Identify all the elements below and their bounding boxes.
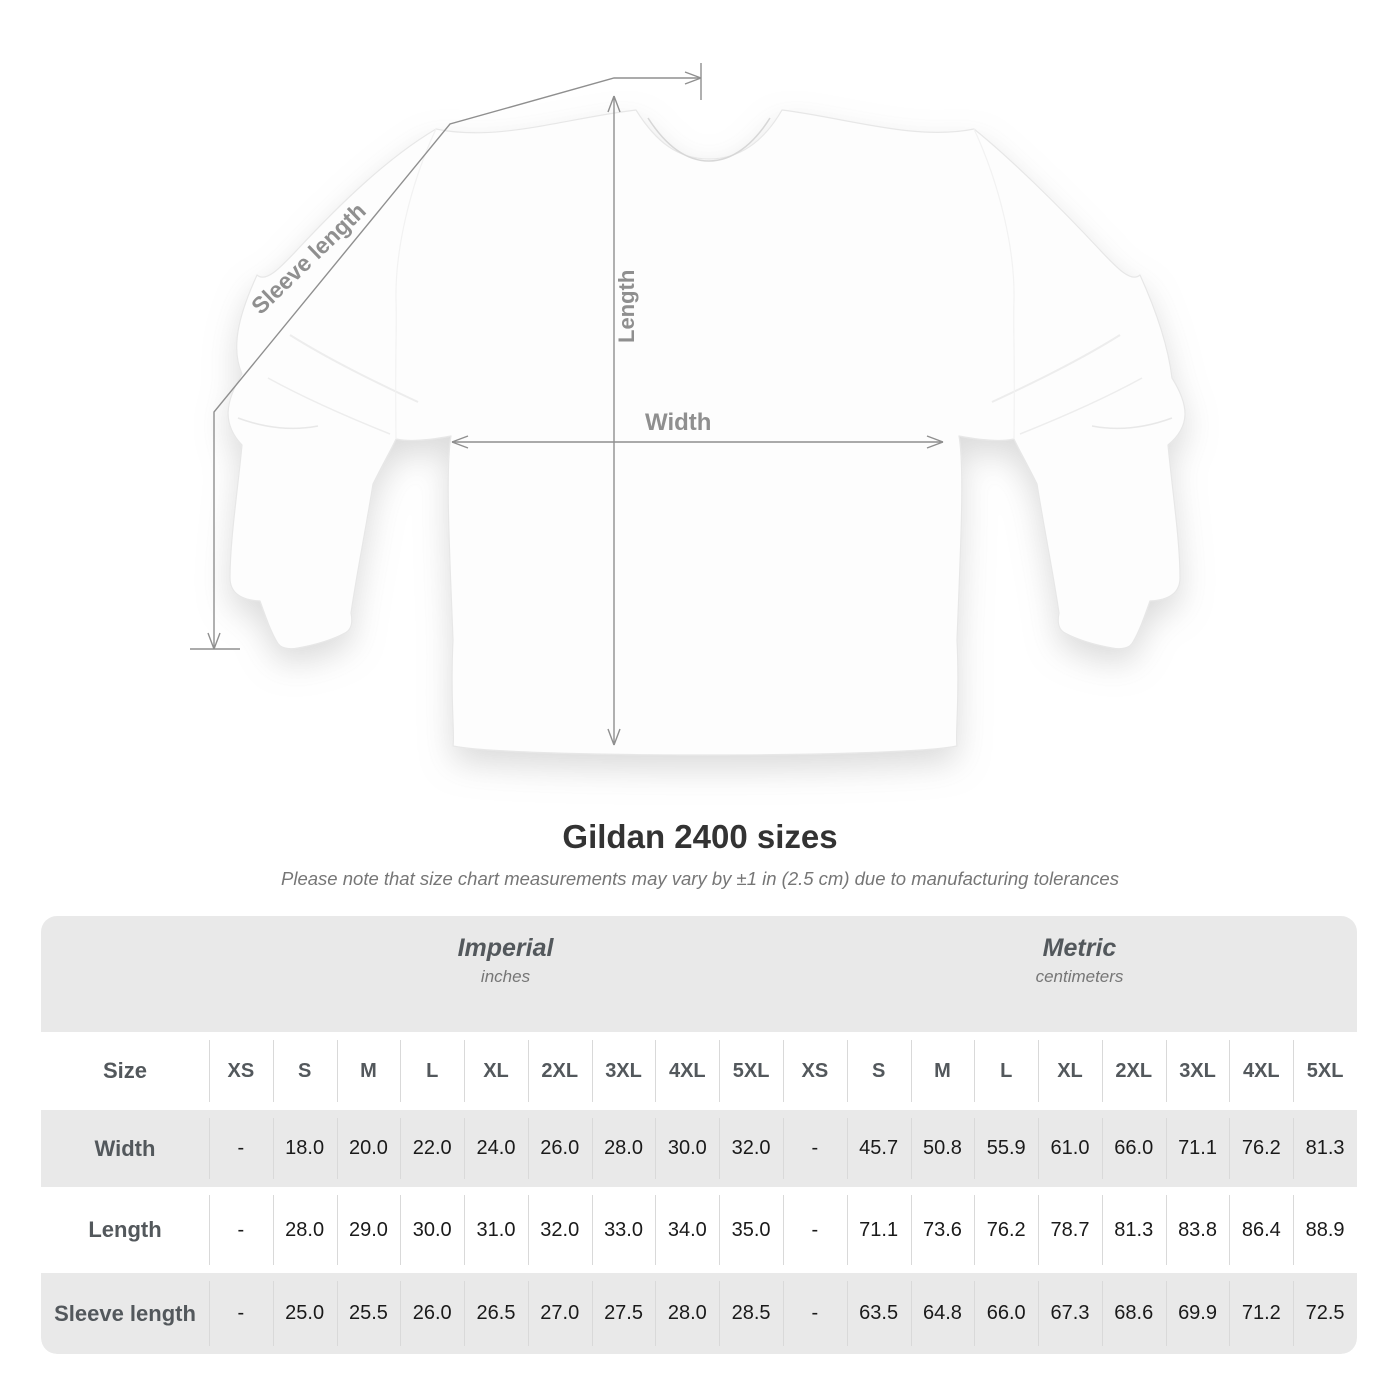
svg-text:Width: Width — [645, 409, 711, 436]
svg-text:Length: Length — [614, 270, 639, 343]
